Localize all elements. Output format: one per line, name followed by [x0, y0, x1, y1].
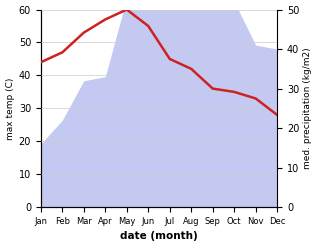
- X-axis label: date (month): date (month): [120, 231, 198, 242]
- Y-axis label: med. precipitation (kg/m2): med. precipitation (kg/m2): [303, 48, 313, 169]
- Y-axis label: max temp (C): max temp (C): [5, 77, 15, 140]
